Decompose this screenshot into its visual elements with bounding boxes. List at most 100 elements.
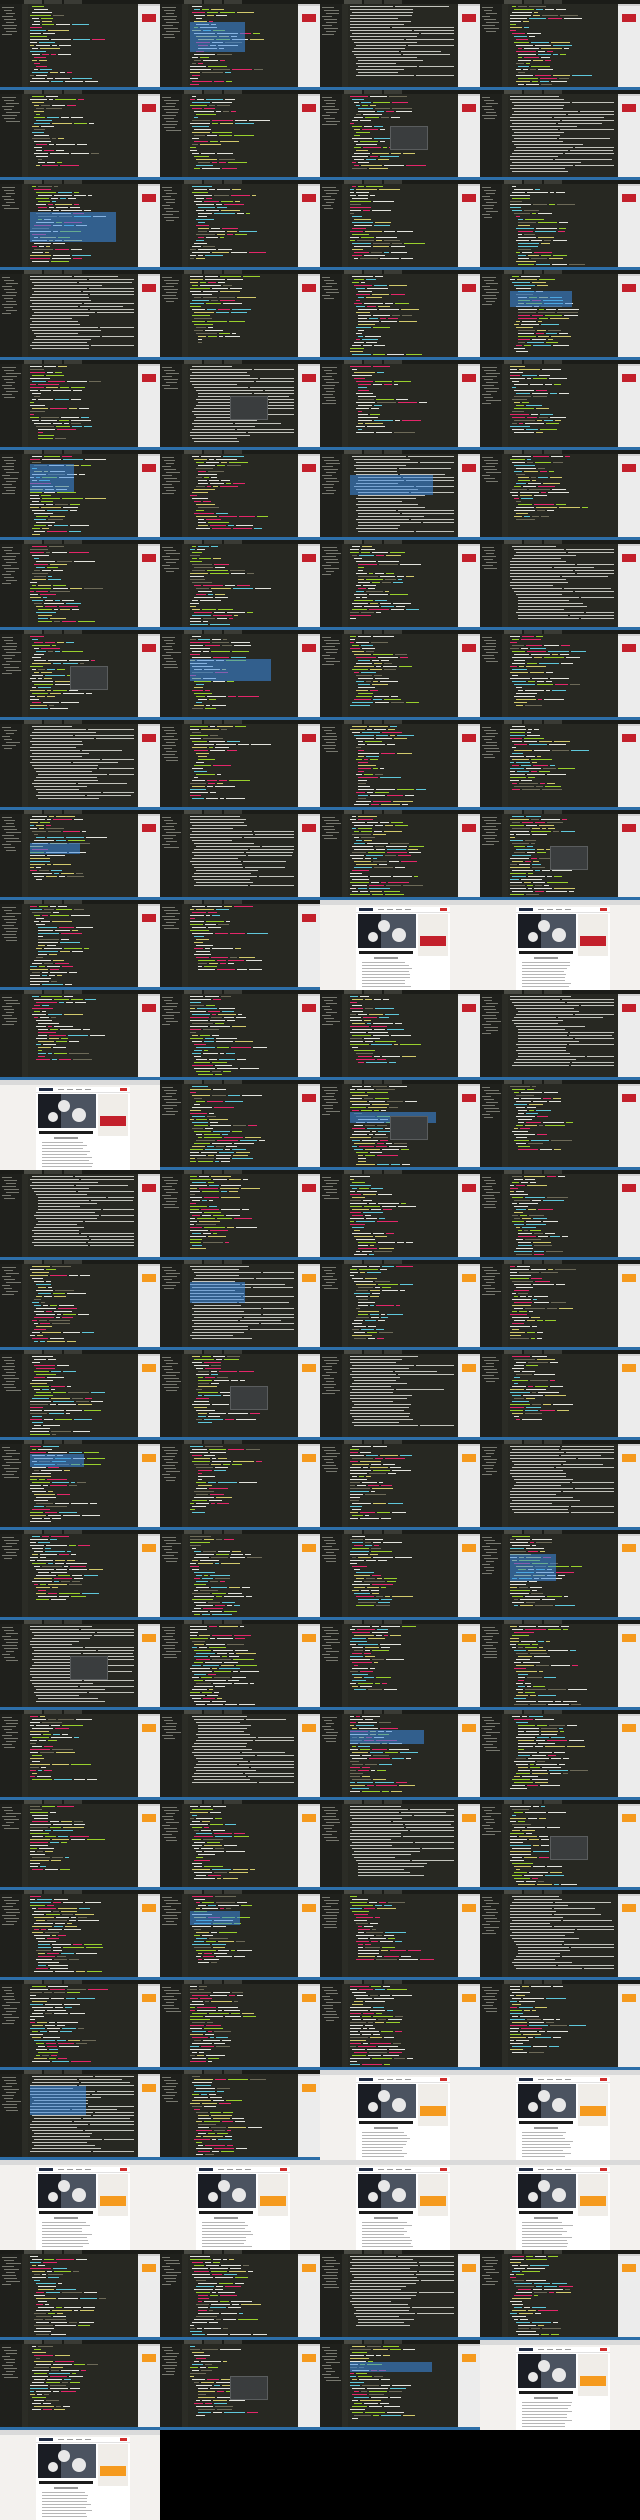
editor-tab-bar[interactable]: [0, 1350, 160, 1354]
editor-tab[interactable]: [344, 1170, 362, 1174]
editor-tab[interactable]: [64, 810, 82, 814]
editor-tab-bar[interactable]: [160, 720, 320, 724]
file-tree-item[interactable]: [162, 826, 174, 827]
file-tree-item[interactable]: [486, 373, 500, 374]
file-tree-item[interactable]: [162, 835, 176, 836]
editor-tab-bar[interactable]: [0, 0, 160, 4]
editor-tab[interactable]: [544, 1260, 562, 1264]
file-tree-item[interactable]: [2, 466, 14, 467]
editor-tab[interactable]: [224, 900, 242, 904]
file-tree-item[interactable]: [326, 292, 339, 293]
file-tree-item[interactable]: [484, 649, 495, 650]
editor-tab[interactable]: [184, 1080, 202, 1084]
file-tree-item[interactable]: [326, 832, 339, 833]
file-tree-item[interactable]: [486, 742, 497, 743]
file-tree-item[interactable]: [6, 670, 21, 671]
code-area[interactable]: [30, 816, 136, 896]
file-tree-item[interactable]: [484, 379, 493, 380]
editor-tab-bar[interactable]: [320, 1170, 480, 1174]
autocomplete-popup[interactable]: [230, 1386, 268, 1410]
file-tree-item[interactable]: [6, 1012, 14, 1013]
editor-tab-bar[interactable]: [320, 810, 480, 814]
file-tree-item[interactable]: [486, 1291, 501, 1292]
file-tree-item[interactable]: [484, 1360, 499, 1361]
file-tree-item[interactable]: [166, 13, 174, 14]
file-tree-sidebar[interactable]: [0, 4, 22, 87]
file-tree-item[interactable]: [6, 31, 17, 32]
file-tree-item[interactable]: [482, 1285, 491, 1286]
file-tree-item[interactable]: [164, 190, 172, 191]
editor-tab-bar[interactable]: [480, 1260, 640, 1264]
editor-tab[interactable]: [44, 630, 62, 634]
file-tree-item[interactable]: [166, 1390, 177, 1391]
file-tree-item[interactable]: [6, 382, 15, 383]
file-tree-sidebar[interactable]: [320, 1174, 342, 1257]
editor-tab[interactable]: [204, 1170, 222, 1174]
file-tree-item[interactable]: [4, 838, 19, 839]
file-tree-item[interactable]: [484, 289, 497, 290]
file-tree-item[interactable]: [322, 475, 332, 476]
file-tree-item[interactable]: [166, 1003, 178, 1004]
file-tree-item[interactable]: [324, 379, 334, 380]
file-tree-item[interactable]: [162, 1357, 171, 1358]
file-tree-item[interactable]: [162, 34, 174, 35]
file-tree-item[interactable]: [324, 1279, 337, 1280]
file-tree-item[interactable]: [322, 196, 331, 197]
file-tree-item[interactable]: [482, 1087, 490, 1088]
editor-tab[interactable]: [384, 360, 402, 364]
editor-tab[interactable]: [524, 720, 542, 724]
file-tree-item[interactable]: [162, 1267, 172, 1268]
file-tree-sidebar[interactable]: [160, 4, 182, 87]
editor-tab-bar[interactable]: [160, 1350, 320, 1354]
file-tree-sidebar[interactable]: [480, 544, 502, 627]
file-tree-item[interactable]: [324, 568, 339, 569]
editor-tab-bar[interactable]: [320, 450, 480, 454]
code-area[interactable]: [350, 366, 456, 446]
file-tree-item[interactable]: [6, 490, 15, 491]
file-tree-item[interactable]: [164, 1198, 177, 1199]
file-tree-item[interactable]: [324, 298, 334, 299]
file-tree-item[interactable]: [2, 925, 14, 926]
file-tree-item[interactable]: [4, 1459, 19, 1460]
file-tree-item[interactable]: [486, 22, 499, 23]
editor-tab-bar[interactable]: [320, 990, 480, 994]
file-tree-item[interactable]: [2, 484, 12, 485]
file-tree-item[interactable]: [4, 739, 12, 740]
file-tree-item[interactable]: [482, 1186, 492, 1187]
file-tree-item[interactable]: [322, 1087, 337, 1088]
editor-tab[interactable]: [64, 180, 82, 184]
file-tree-item[interactable]: [322, 745, 336, 746]
file-tree-item[interactable]: [322, 1393, 335, 1394]
editor-tab[interactable]: [504, 1080, 522, 1084]
file-tree-item[interactable]: [326, 1381, 334, 1382]
nav-menu-item[interactable]: [85, 1089, 91, 1090]
file-tree-item[interactable]: [484, 640, 496, 641]
file-tree-item[interactable]: [164, 487, 174, 488]
file-tree-item[interactable]: [324, 559, 338, 560]
file-tree-item[interactable]: [2, 34, 12, 35]
editor-tab[interactable]: [224, 180, 242, 184]
editor-tab-bar[interactable]: [160, 900, 320, 904]
file-tree-sidebar[interactable]: [0, 904, 22, 987]
file-tree-item[interactable]: [166, 130, 181, 131]
file-tree-item[interactable]: [486, 1012, 499, 1013]
file-tree-item[interactable]: [164, 847, 179, 848]
file-tree-item[interactable]: [484, 1108, 499, 1109]
code-area[interactable]: [190, 366, 296, 446]
file-tree-item[interactable]: [4, 559, 15, 560]
editor-tab[interactable]: [204, 810, 222, 814]
file-tree-sidebar[interactable]: [160, 1264, 182, 1347]
editor-tab[interactable]: [384, 1260, 402, 1264]
editor-tab-bar[interactable]: [0, 90, 160, 94]
file-tree-sidebar[interactable]: [160, 634, 182, 717]
code-area[interactable]: [190, 6, 296, 86]
file-tree-sidebar[interactable]: [160, 274, 182, 357]
file-tree-item[interactable]: [482, 655, 494, 656]
editor-tab[interactable]: [504, 450, 522, 454]
file-tree-item[interactable]: [486, 1183, 496, 1184]
editor-tab[interactable]: [524, 180, 542, 184]
editor-tab[interactable]: [184, 450, 202, 454]
file-tree-item[interactable]: [326, 733, 336, 734]
file-tree-sidebar[interactable]: [320, 1084, 342, 1167]
file-tree-item[interactable]: [4, 910, 12, 911]
